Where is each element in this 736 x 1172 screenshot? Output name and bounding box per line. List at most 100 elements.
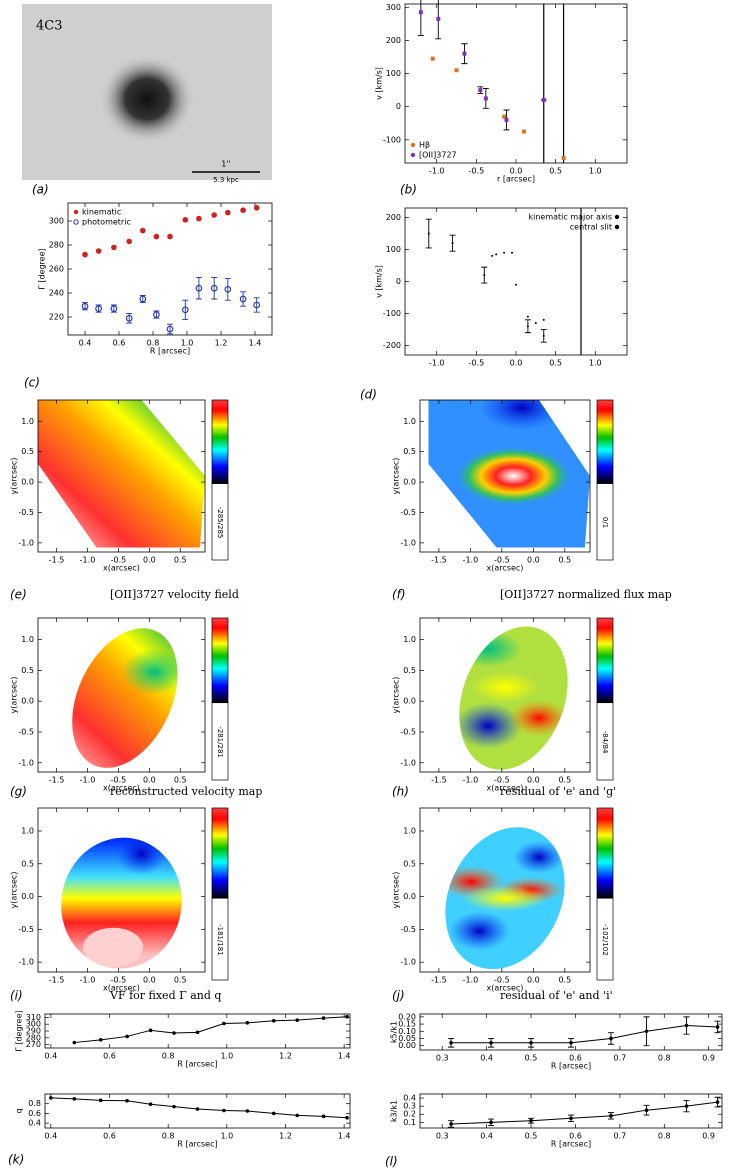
point	[502, 114, 507, 119]
y-axis-label: v [km/s]	[375, 265, 384, 298]
y-tick-label: 0.20	[398, 1012, 416, 1021]
legend-label: photometric	[82, 218, 131, 227]
panel-label: (h)	[392, 785, 409, 799]
x-tick-label: -1.0	[80, 556, 96, 565]
colorbar-box	[596, 702, 614, 781]
panel: 0.4 0.6 0.8 1.0 1.2 1.40.40.60.8R [arcsec]q	[15, 1093, 351, 1149]
x-tick-label: -1.0	[463, 776, 479, 785]
point	[345, 1116, 349, 1120]
point	[483, 96, 488, 101]
panel: 0.3 0.4 0.5 0.6 0.7 0.8 0.90.10.20.30.4R [arcs…	[390, 1094, 723, 1149]
plot-frame	[419, 1093, 723, 1129]
map-caption: [OII]3727 normalized flux map	[500, 588, 672, 601]
y-axis-label: v [km/s]	[375, 67, 384, 100]
legend-label: central slit	[570, 223, 612, 232]
x-axis-label: R [arcsec]	[551, 1140, 591, 1149]
x-tick-label: 1.4	[249, 339, 262, 348]
x-axis-label: x(arcsec)	[103, 564, 140, 573]
colorbar-box	[211, 483, 229, 561]
y-tick-label: 0.6	[28, 1109, 41, 1118]
point	[167, 233, 173, 240]
y-tick-label: 1.0	[21, 417, 34, 426]
point	[436, 16, 441, 21]
x-tick-label: -1.5	[431, 556, 447, 565]
point	[111, 244, 117, 251]
x-tick-label: 0.0	[527, 556, 540, 565]
x-tick-label: -0.5	[111, 556, 127, 565]
object-name: 4C3	[36, 19, 63, 34]
plot-frame	[419, 807, 591, 973]
y-tick-label: 1.0	[21, 826, 34, 835]
point	[126, 238, 132, 245]
x-tick-label: 0.0	[527, 776, 540, 785]
x-tick-label: 0.4	[44, 1132, 57, 1141]
y-axis-label: Γ [degree]	[15, 1010, 24, 1051]
point	[82, 251, 88, 258]
point	[644, 1029, 649, 1034]
y-axis-label: y(arcsec)	[392, 872, 401, 909]
point	[534, 322, 537, 325]
map-feature	[508, 699, 570, 737]
map-feature	[448, 911, 511, 951]
y-tick-label: 300	[49, 217, 64, 226]
y-axis-label: k5/k1	[390, 1021, 399, 1043]
x-tick-label: 0.5	[549, 359, 562, 368]
point	[196, 215, 202, 222]
map-image	[51, 618, 199, 772]
legend-marker	[410, 142, 416, 148]
x-tick-label: 0.8	[162, 1132, 175, 1141]
x-tick-label: 0.7	[613, 1132, 626, 1141]
point	[478, 88, 483, 93]
colorbar-label: -84/84	[601, 731, 609, 754]
x-tick-label: 0.6	[113, 339, 126, 348]
x-tick-label: 0.5	[525, 1054, 538, 1063]
y-tick-label: 0.5	[403, 859, 416, 868]
y-tick-label: -0.5	[18, 508, 34, 517]
x-tick-label: 1.2	[215, 339, 228, 348]
colorbar-label: -181/181	[216, 924, 224, 956]
y-tick-label: 100	[386, 69, 401, 78]
y-tick-label: 0.5	[21, 666, 34, 675]
y-tick-label: 0.4	[28, 1119, 41, 1128]
y-tick-label: -100	[383, 135, 401, 144]
y-tick-label: 300	[26, 1020, 41, 1029]
panel: -285/285 -1.5 -1.0 -0.5 0.0 0.5 -1.0 -0.5 0.0 0.5…	[10, 399, 229, 573]
y-tick-label: -1.0	[400, 758, 416, 767]
x-tick-label: 0.0	[510, 359, 523, 368]
legend-label: [OII]3727	[419, 151, 457, 160]
point	[81, 302, 89, 310]
point	[195, 1107, 200, 1111]
point	[541, 98, 546, 103]
y-tick-label: 0.05	[398, 1034, 416, 1043]
panel: -281/281 -1.5 -1.0 -0.5 0.0 0.5 -1.0 -0.5 0.0 0.5…	[10, 617, 229, 793]
x-axis-label: x(arcsec)	[487, 984, 524, 993]
x-tick-label: 0.8	[147, 339, 160, 348]
scale-label: 1''	[221, 160, 231, 169]
point	[462, 51, 467, 56]
x-tick-label: -0.5	[111, 776, 127, 785]
map-base	[38, 400, 205, 548]
legend-label: kinematic major axis	[528, 213, 612, 222]
x-tick-label: -1.0	[463, 976, 479, 985]
x-tick-label: -1.5	[49, 776, 65, 785]
y-axis-label: y(arcsec)	[392, 677, 401, 714]
y-tick-label: 200	[386, 36, 401, 45]
plot-frame	[37, 399, 206, 553]
y-tick-label: 200	[386, 213, 401, 222]
x-tick-label: 1.0	[220, 1132, 233, 1141]
point	[271, 1111, 276, 1116]
point	[172, 1031, 176, 1035]
point	[715, 1100, 720, 1104]
point	[153, 311, 160, 318]
y-tick-label: 260	[49, 265, 64, 274]
y-tick-label: 280	[49, 241, 64, 250]
x-tick-label: -1.5	[431, 976, 447, 985]
x-tick-label: 0.3	[436, 1054, 449, 1063]
x-tick-label: -0.5	[494, 556, 510, 565]
y-tick-label: 0	[396, 277, 401, 286]
x-tick-label: 0.8	[658, 1132, 671, 1141]
point	[125, 314, 133, 322]
map-feature	[83, 927, 144, 968]
point	[561, 156, 566, 161]
panel: -181/181 -1.5 -1.0 -0.5 0.0 0.5 -1.0 -0.5 0.0 0.5…	[10, 807, 229, 993]
